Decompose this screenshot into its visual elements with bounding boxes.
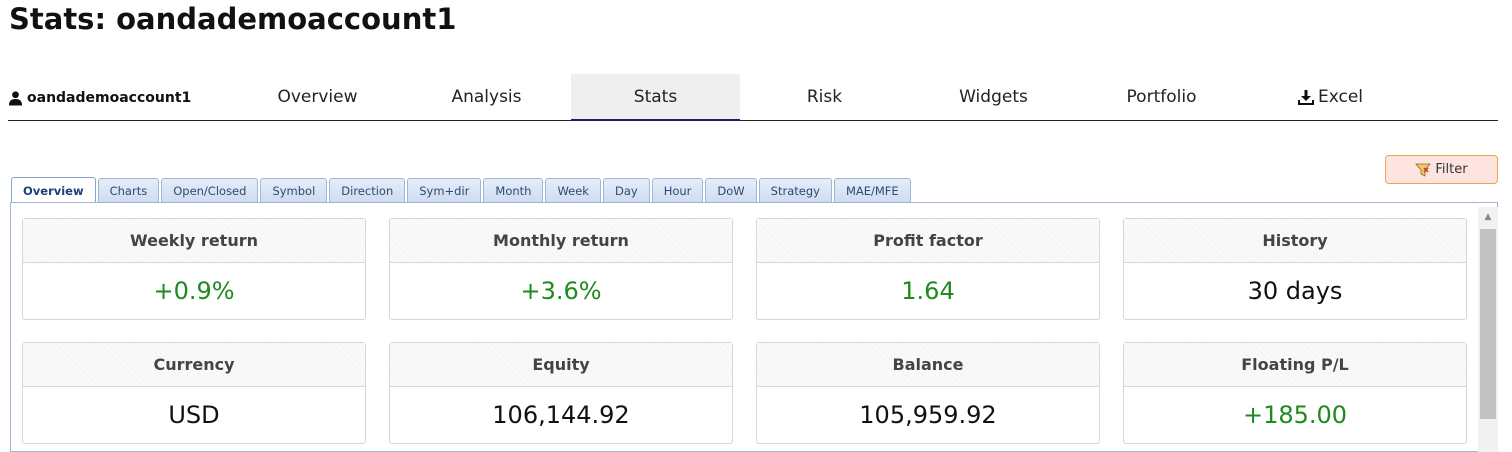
download-icon [1297, 90, 1314, 105]
user-icon [8, 91, 23, 106]
tab-portfolio[interactable]: Portfolio [1077, 74, 1246, 120]
stat-card-floating-pl: Floating P/L +185.00 [1123, 342, 1467, 444]
filter-button[interactable]: Filter [1385, 155, 1498, 184]
filter-label: Filter [1435, 162, 1468, 177]
stat-card-title: Balance [757, 343, 1099, 387]
subtab-symbol[interactable]: Symbol [260, 178, 328, 202]
stats-panel: Weekly return +0.9% Monthly return +3.6%… [10, 202, 1498, 452]
subtab-charts[interactable]: Charts [97, 178, 160, 202]
stat-card-title: Profit factor [757, 219, 1099, 263]
tab-portfolio-label: Portfolio [1126, 87, 1197, 107]
tab-analysis[interactable]: Analysis [402, 74, 571, 120]
tab-widgets[interactable]: Widgets [909, 74, 1078, 120]
stat-card-value: 1.64 [901, 277, 955, 305]
stat-card-history: History 30 days [1123, 218, 1467, 320]
stat-card-value: +0.9% [153, 277, 235, 305]
stat-card-profit-factor: Profit factor 1.64 [756, 218, 1100, 320]
subtab-strategy[interactable]: Strategy [758, 178, 832, 202]
sub-tabs: Overview Charts Open/Closed Symbol Direc… [11, 177, 913, 203]
stat-card-title: Monthly return [390, 219, 732, 263]
page-title: Stats: oandademoaccount1 [9, 2, 457, 36]
tab-analysis-label: Analysis [451, 87, 522, 107]
account-name: oandademoaccount1 [27, 90, 192, 106]
account-label: oandademoaccount1 [8, 88, 191, 108]
stat-card-title: Floating P/L [1124, 343, 1466, 387]
subtab-month[interactable]: Month [483, 178, 544, 202]
stat-card-currency: Currency USD [22, 342, 366, 444]
subtab-day[interactable]: Day [602, 178, 650, 202]
tab-risk-label: Risk [806, 87, 843, 107]
subtab-sym-dir[interactable]: Sym+dir [407, 178, 482, 202]
scroll-thumb[interactable] [1480, 229, 1496, 419]
stat-card-weekly-return: Weekly return +0.9% [22, 218, 366, 320]
tab-stats-label: Stats [633, 86, 678, 107]
tab-stats[interactable]: Stats [571, 74, 740, 121]
filter-icon [1415, 163, 1432, 177]
account-nav: oandademoaccount1 Overview Analysis Stat… [8, 74, 1498, 121]
tab-overview-label: Overview [277, 87, 358, 107]
scroll-up-arrow-icon[interactable]: ▲ [1484, 212, 1492, 222]
stat-card-value: +185.00 [1242, 401, 1348, 429]
stat-card-value: 30 days [1247, 277, 1343, 305]
stat-card-value: 106,144.92 [492, 401, 630, 429]
tab-widgets-label: Widgets [959, 87, 1028, 107]
subtab-overview[interactable]: Overview [11, 177, 96, 203]
tab-excel[interactable]: Excel [1246, 74, 1415, 120]
stat-card-title: History [1124, 219, 1466, 263]
subtab-week[interactable]: Week [545, 178, 601, 202]
stat-card-value: +3.6% [520, 277, 602, 305]
stat-card-title: Currency [23, 343, 365, 387]
panel-scrollbar[interactable]: ▲ [1478, 207, 1498, 452]
subtab-hour[interactable]: Hour [651, 178, 704, 202]
subtab-open-closed[interactable]: Open/Closed [161, 178, 259, 202]
stat-card-value: USD [168, 401, 220, 429]
stat-card-title: Equity [390, 343, 732, 387]
subtab-direction[interactable]: Direction [329, 178, 406, 202]
tab-excel-label: Excel [1317, 87, 1364, 107]
stat-card-equity: Equity 106,144.92 [389, 342, 733, 444]
subtab-dow[interactable]: DoW [705, 178, 757, 202]
tab-risk[interactable]: Risk [740, 74, 909, 120]
stat-card-monthly-return: Monthly return +3.6% [389, 218, 733, 320]
tab-overview[interactable]: Overview [233, 74, 402, 120]
subtab-mae-mfe[interactable]: MAE/MFE [833, 178, 911, 202]
stat-card-title: Weekly return [23, 219, 365, 263]
stat-card-balance: Balance 105,959.92 [756, 342, 1100, 444]
stat-card-value: 105,959.92 [859, 401, 997, 429]
